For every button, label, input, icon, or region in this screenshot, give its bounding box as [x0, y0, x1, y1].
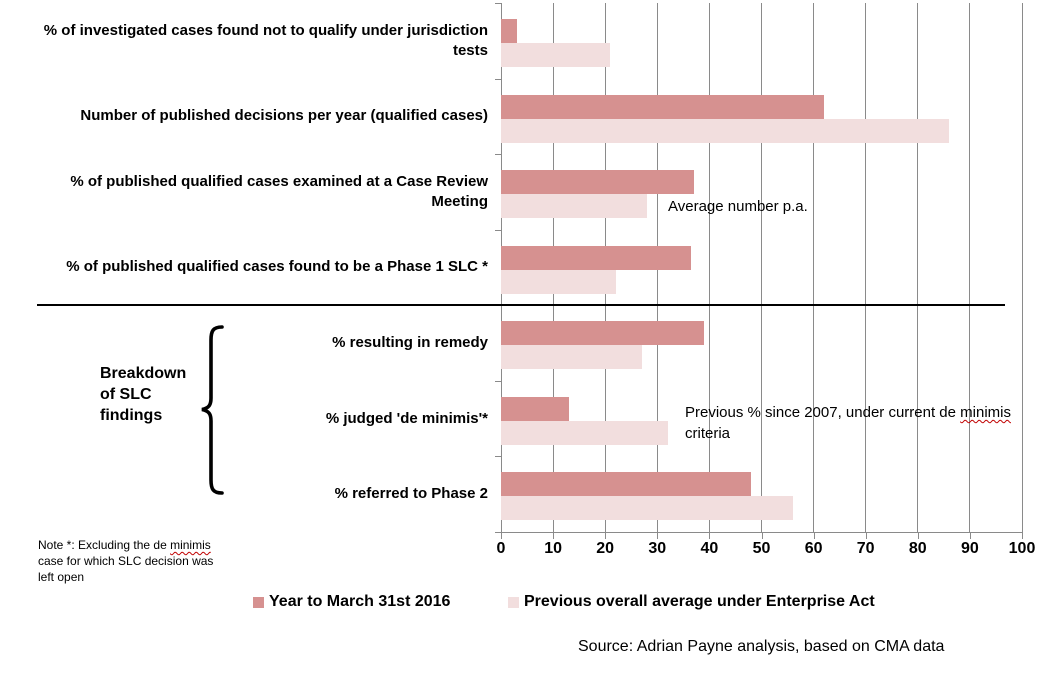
- bar-previous-average: [501, 345, 642, 370]
- x-axis-tick-label: 50: [752, 540, 771, 557]
- x-axis-tick-label: 0: [496, 540, 506, 557]
- bar-previous-average: [501, 194, 647, 219]
- x-axis-tick-label: 100: [1008, 540, 1036, 557]
- category-label: % referred to Phase 2: [334, 485, 488, 503]
- x-axis-tick-label: 10: [544, 540, 562, 557]
- legend-label-previous-average: Previous overall average under Enterpris…: [524, 593, 875, 610]
- legend-swatch-year-to-march: [253, 596, 264, 608]
- bar-previous-average: [501, 118, 950, 143]
- bar-year-to-march-2016: [501, 94, 825, 119]
- plot-area: [500, 3, 1023, 532]
- x-axis-tick: [553, 533, 555, 539]
- footnote-line3: left open: [38, 570, 85, 584]
- bar-year-to-march-2016: [501, 19, 517, 43]
- category-label: % judged 'de minimis'*: [325, 409, 488, 427]
- bar-previous-average: [501, 420, 668, 445]
- annotation-average-number: Average number p.a.: [668, 198, 808, 215]
- gridline: [708, 3, 710, 532]
- breakdown-line-2: of SLC: [100, 386, 152, 403]
- category-axis-tick: [495, 78, 501, 80]
- legend-swatch-previous-average: [508, 596, 519, 608]
- gridline: [917, 3, 919, 532]
- legend-label-year-to-march: Year to March 31st 2016: [269, 593, 451, 610]
- x-axis-tick: [501, 533, 502, 539]
- footnote: Note *: Excluding the de minimis case fo…: [38, 537, 238, 585]
- category-label: % of investigated cases found not to qua…: [43, 21, 488, 59]
- x-axis-tick: [605, 533, 607, 539]
- x-axis-tick-label: 30: [648, 540, 667, 557]
- breakdown-brace-icon: [201, 325, 224, 495]
- x-axis-tick: [917, 533, 919, 539]
- x-axis-tick: [709, 533, 711, 539]
- bar-previous-average: [501, 496, 793, 521]
- category-axis-tick: [495, 154, 501, 156]
- x-axis-tick-label: 20: [596, 540, 615, 557]
- annotation-previous-pct-line2: criteria: [685, 425, 731, 442]
- category-label: % resulting in remedy: [332, 334, 488, 352]
- x-axis-tick: [761, 533, 763, 539]
- bar-year-to-march-2016: [501, 321, 705, 346]
- breakdown-line-3: findings: [100, 407, 163, 424]
- bar-previous-average: [501, 269, 616, 294]
- annotation-previous-pct: Previous % since 2007, under current de …: [685, 402, 1025, 444]
- gridline: [813, 3, 815, 532]
- source-credit: Source: Adrian Payne analysis, based on …: [578, 638, 945, 655]
- breakdown-line-1: Breakdown: [100, 365, 187, 382]
- x-axis-line: [501, 532, 1023, 533]
- gridline: [865, 3, 867, 532]
- x-axis-tick-label: 70: [856, 540, 875, 557]
- bar-year-to-march-2016: [501, 472, 752, 497]
- x-axis-tick: [1022, 533, 1023, 539]
- category-axis-tick: [495, 456, 501, 458]
- bar-year-to-march-2016: [501, 170, 694, 195]
- gridline: [969, 3, 971, 532]
- category-axis-tick: [495, 3, 501, 4]
- x-axis-tick-label: 60: [804, 540, 823, 557]
- category-axis-tick: [495, 532, 501, 533]
- legend-item-year-to-march: Year to March 31st 2016: [253, 593, 450, 611]
- x-axis-tick: [813, 533, 815, 539]
- x-axis-tick-label: 80: [908, 540, 927, 557]
- bar-year-to-march-2016: [501, 396, 569, 421]
- annotation-previous-pct-text: Previous % since 2007, under current de: [685, 404, 961, 421]
- x-axis-tick: [865, 533, 867, 539]
- legend-item-previous-average: Previous overall average under Enterpris…: [508, 593, 875, 611]
- category-axis-tick: [495, 380, 501, 382]
- annotation-previous-pct-minimis: minimis: [960, 404, 1011, 421]
- bar-previous-average: [501, 43, 611, 67]
- category-label: % of published qualified cases found to …: [66, 258, 488, 276]
- bar-year-to-march-2016: [501, 245, 692, 270]
- breakdown-group-label: Breakdown of SLC findings: [100, 363, 186, 426]
- x-axis-tick: [657, 533, 659, 539]
- category-label: % of published qualified cases examined …: [70, 172, 488, 210]
- x-axis-tick-label: 40: [700, 540, 719, 557]
- category-label: Number of published decisions per year (…: [80, 107, 488, 125]
- gridline: [1021, 3, 1023, 532]
- x-axis-tick: [969, 533, 971, 539]
- footnote-line1-text: Note *: Excluding the de: [38, 538, 171, 552]
- x-axis-tick-label: 90: [960, 540, 979, 557]
- gridline: [761, 3, 762, 532]
- category-axis-tick: [495, 229, 501, 231]
- footnote-minimis: minimis: [170, 538, 211, 552]
- section-divider-line: [37, 304, 1005, 306]
- footnote-line2: case for which SLC decision was: [38, 554, 214, 568]
